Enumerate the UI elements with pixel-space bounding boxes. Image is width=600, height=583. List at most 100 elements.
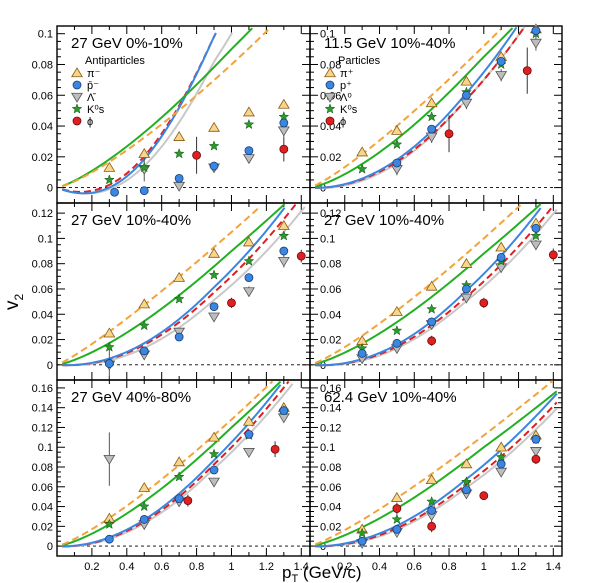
legend-label-proton: p̄⁻ <box>87 80 99 92</box>
legend-label-phi: ϕ <box>340 116 346 128</box>
pion-curve <box>61 28 270 188</box>
y-tick-label: 0.12 <box>32 422 53 434</box>
pion-point <box>138 298 151 309</box>
y-tick-label: 0 <box>47 360 53 372</box>
kaon-point <box>426 495 438 507</box>
y-tick-label: 0.1 <box>320 442 335 454</box>
kaon-point <box>391 513 403 525</box>
proton-point <box>139 346 149 356</box>
phi-point <box>227 298 236 308</box>
legend-marker-lambda <box>71 92 83 103</box>
pion-point <box>425 280 438 291</box>
legend-marker-kaon <box>71 103 83 114</box>
y-tick-label: 0.06 <box>320 284 341 296</box>
y-tick-label: 0 <box>47 541 53 553</box>
proton-point <box>531 434 541 444</box>
pion-point <box>390 124 403 135</box>
pion-point <box>425 474 438 485</box>
kaon-point <box>103 518 115 529</box>
y-tick-label: 0.04 <box>320 502 341 514</box>
lambda-point <box>173 181 186 192</box>
panel-frame <box>309 379 563 557</box>
panel-title: 27 GeV 40%-80% <box>71 389 191 406</box>
lambda-point <box>529 447 542 457</box>
proton-point <box>174 332 184 342</box>
pion-point <box>495 241 508 252</box>
lambda-point <box>495 263 508 274</box>
kaon-point <box>138 319 150 331</box>
proton-point <box>462 90 471 100</box>
lambda-point <box>242 287 255 298</box>
legend-label-lambda: Λ̄ <box>87 92 96 104</box>
proton-point <box>139 186 149 196</box>
phi-point <box>427 336 437 346</box>
phi-point <box>427 521 437 531</box>
lambda-point <box>460 293 473 304</box>
proton-curve <box>315 393 558 548</box>
lambda-point <box>242 448 255 458</box>
proton-point <box>104 534 114 544</box>
pion-point <box>390 491 403 502</box>
pion-point <box>208 247 220 258</box>
panel-p5: 0 0.02 0.04 0.06 0.08 0.1 0.12 0.14 0.16 0.2 0.4 0.… <box>32 379 311 573</box>
phi-point <box>548 250 558 260</box>
kaon-point <box>278 230 290 241</box>
panel-p6: 00.020.040.060.080.10.120.140.160.2 0.4 0.… <box>309 379 563 573</box>
phi-point <box>522 66 532 76</box>
proton-point <box>392 338 402 348</box>
legend-marker-proton <box>325 80 335 90</box>
legend-label-phi: ϕ <box>87 116 93 128</box>
pion-point <box>277 98 290 109</box>
proton-point <box>209 302 219 312</box>
phi-point <box>279 144 289 154</box>
pion-point <box>242 236 255 247</box>
proton-curve <box>62 384 282 548</box>
y-tick-label: 0.04 <box>320 121 341 133</box>
phi-point <box>296 251 306 261</box>
pion-curve <box>61 380 274 546</box>
y-tick-label: 0.08 <box>320 259 341 271</box>
kaon-point <box>208 140 220 151</box>
kaon-point <box>243 118 255 130</box>
kaon-curve <box>61 27 253 188</box>
kaon-point <box>495 451 507 462</box>
kaon-point <box>103 174 115 185</box>
lambda-curve <box>315 407 558 548</box>
proton-point <box>209 161 219 171</box>
y-tick-label: 0.02 <box>320 521 341 533</box>
y-tick-label: 0.02 <box>32 152 53 164</box>
panel-title: 62.4 GeV 10%-40% <box>324 389 457 406</box>
y-tick-label: 0.02 <box>320 152 341 164</box>
proton-point <box>357 536 367 546</box>
kaon-curve <box>314 27 514 188</box>
proton-point <box>244 146 254 156</box>
pion-point <box>103 327 116 338</box>
phi-curve <box>315 401 558 548</box>
proton-point <box>531 223 541 233</box>
y-tick-label: 0.12 <box>320 208 341 220</box>
legend-label-kaon: K⁰s <box>87 104 105 116</box>
y-tick-label: 0.1 <box>320 233 335 245</box>
y-tick-label: 0.02 <box>32 521 53 533</box>
x-tick-label: 1.2 <box>511 561 526 573</box>
pion-curve <box>314 204 522 364</box>
y-tick-label: 0.02 <box>32 335 53 347</box>
proton-point <box>392 158 402 168</box>
legend-label-pion: π⁻ <box>87 68 101 80</box>
proton-point <box>279 246 289 256</box>
y-tick-label: 0.04 <box>32 502 53 514</box>
proton-point <box>392 524 402 534</box>
pion-point <box>242 415 255 426</box>
legend-marker-pion <box>71 67 83 78</box>
pion-point <box>242 106 255 117</box>
x-tick-label: 0.2 <box>84 561 99 573</box>
x-axis-label: pT (GeV/c) <box>282 563 362 583</box>
pion-point <box>277 219 290 230</box>
phi-point <box>392 504 402 513</box>
y-tick-label: 0.06 <box>32 90 53 102</box>
lambda-curve <box>315 208 558 367</box>
y-tick-label: 0.08 <box>32 462 53 474</box>
lambda-point <box>495 467 508 478</box>
phi-point <box>531 454 541 464</box>
